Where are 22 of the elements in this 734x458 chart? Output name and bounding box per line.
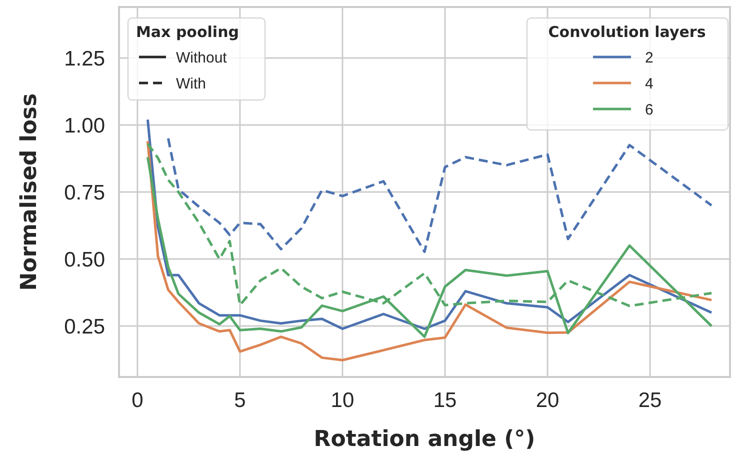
y-tick-label: 0.75 [64, 181, 105, 204]
x-tick-label: 25 [638, 389, 662, 412]
annotation: With [176, 75, 206, 92]
annotation: Without [176, 49, 228, 66]
y-axis-title: Normalised loss [17, 93, 42, 291]
y-tick-label: 1.25 [64, 47, 105, 70]
x-tick-label: 10 [330, 389, 354, 412]
line-series [146, 140, 713, 362]
x-tick-label: 5 [234, 389, 246, 412]
x-axis-title: Rotation angle (°) [314, 427, 536, 452]
legend-label: 4 [645, 75, 654, 92]
x-tick-label: 0 [132, 389, 144, 412]
legend-label: 6 [645, 101, 654, 118]
line-series [166, 137, 713, 254]
x-tick-label: 15 [433, 389, 457, 412]
y-tick-label: 0.25 [64, 315, 105, 338]
annotation: Max pooling [136, 23, 239, 41]
y-tick-label: 0.50 [64, 248, 105, 272]
y-tick-label: 1.00 [64, 114, 105, 138]
x-tick-label: 20 [536, 389, 560, 412]
legend-title: Convolution layers [548, 23, 706, 41]
legend-label: 2 [645, 49, 654, 66]
